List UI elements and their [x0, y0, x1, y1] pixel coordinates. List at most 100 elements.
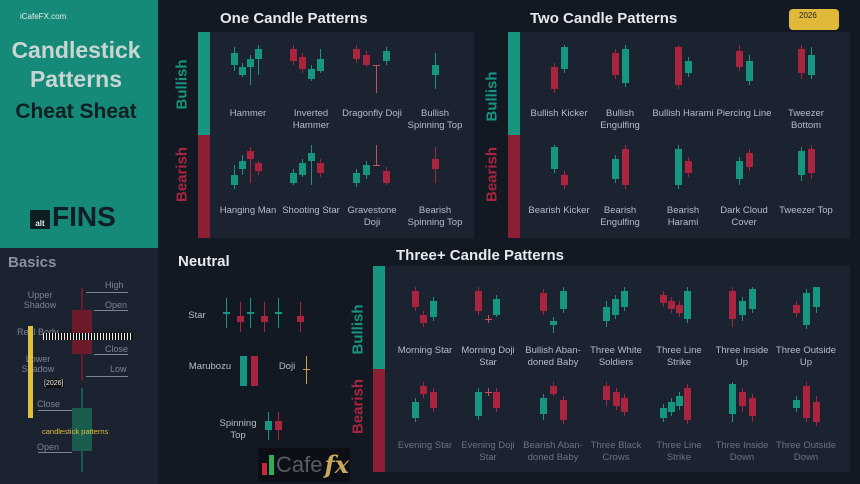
candle-body [299, 163, 306, 175]
pattern-label: Hammer [229, 108, 267, 119]
pattern-label: Bullish Spinning Top [407, 108, 463, 131]
pattern-label: Three Line Strike [656, 345, 702, 368]
pattern-label: Dark Cloud Cover [720, 205, 768, 228]
pattern-label: Tweezer Bottom [788, 108, 824, 131]
star-body [247, 312, 254, 314]
candle-body [739, 392, 746, 406]
caption: candlestick patterns [42, 427, 109, 436]
candle-body [420, 386, 427, 394]
basics-title: Basics [8, 254, 57, 271]
candle-body [746, 153, 753, 167]
candle-body [239, 161, 246, 169]
candle-body [729, 291, 736, 319]
bearish-label: Bearish [483, 146, 501, 203]
bearish-label: Bearish [173, 146, 191, 203]
pattern-label: Morning Doji Star [461, 345, 515, 368]
watermark-fx: fx [324, 450, 350, 479]
candle-body [493, 392, 500, 408]
pattern-label: Bullish Kicker [530, 108, 588, 119]
bear-body [72, 310, 92, 354]
candle-body [660, 295, 667, 303]
candle-body [430, 392, 437, 408]
candle-wick [250, 55, 251, 85]
pattern-label: Three Line Strike [656, 440, 702, 463]
doji-wick [306, 356, 307, 384]
pattern-label: Three Outside Down [775, 440, 837, 463]
candle-body [560, 291, 567, 309]
candle-body [540, 398, 547, 414]
label-close: Close [105, 344, 129, 354]
candle-body [675, 47, 682, 85]
pattern-label: Bullish Harami [652, 108, 714, 119]
label-close-bull: Close [37, 399, 61, 409]
pattern-label: Bullish Engulfing [600, 108, 640, 131]
doji-label: Doji [278, 361, 296, 372]
star-body [237, 316, 244, 322]
altfins-logo: alt FINS [30, 203, 116, 231]
candle-body [255, 163, 262, 171]
cafefx-watermark: Cafe fx [258, 448, 350, 482]
candle-body [685, 61, 692, 73]
spin-body [275, 421, 282, 430]
candle-body [247, 151, 254, 159]
candle-wick [311, 145, 312, 185]
pattern-label: Tweezer Top [779, 205, 833, 216]
low-line [86, 376, 128, 377]
bullish-bar [508, 32, 520, 135]
pattern-label: Gravestone Doji [347, 205, 397, 228]
pattern-label: Three White Soldiers [590, 345, 642, 368]
candle-body [432, 159, 439, 169]
candle-body [739, 301, 746, 315]
candle-body [675, 149, 682, 185]
bearish-bar [373, 369, 385, 472]
title-panel: iCafeFX.com Candlestick Patterns Cheat S… [0, 0, 158, 248]
bearish-bar [508, 135, 520, 238]
doji-body [485, 392, 492, 393]
doji-body [373, 65, 380, 66]
bull-body [72, 408, 92, 451]
candle-body [603, 307, 610, 321]
candle-body [612, 299, 619, 315]
zigzag-overlay [43, 333, 133, 340]
pattern-label: Bearish Harami [666, 205, 700, 228]
open-line-bull [38, 452, 72, 453]
label-lower-shadow: Lower Shadow [21, 354, 55, 374]
close-line [94, 354, 128, 355]
label-open: Open [105, 300, 128, 310]
label-real-body: Real Body [17, 327, 59, 337]
candle-body [317, 59, 324, 71]
candle-body [622, 149, 629, 185]
bullish-label: Bullish [483, 71, 501, 122]
candle-body [793, 400, 800, 408]
pattern-label: Bearish Aban-doned Baby [523, 440, 583, 463]
candle-body [308, 69, 315, 79]
year-tag: [2026] [43, 379, 65, 388]
watermark-red-bar [262, 463, 267, 475]
bullish-label: Bullish [173, 59, 191, 110]
candle-body [308, 153, 315, 161]
candle-body [808, 149, 815, 173]
pattern-label: Dragonfly Doji [342, 108, 402, 119]
label-low: Low [110, 364, 127, 374]
candle-body [736, 51, 743, 67]
pattern-label: Hanging Man [219, 205, 277, 216]
bullish-bar [198, 32, 210, 135]
three-candle-title: Three+ Candle Patterns [396, 247, 564, 264]
candle-body [247, 59, 254, 67]
candle-body [612, 159, 619, 179]
pattern-label: Evening Star [397, 440, 453, 451]
candle-body [493, 299, 500, 315]
candle-wick [258, 45, 259, 75]
main-title: Candlestick Patterns [11, 37, 141, 92]
candle-body [603, 386, 610, 400]
candle-body [383, 171, 390, 183]
candle-body [808, 55, 815, 75]
label-open-bull: Open [37, 442, 60, 452]
candle-body [420, 315, 427, 323]
two-candle-title: Two Candle Patterns [530, 10, 678, 27]
candle-body [676, 396, 683, 406]
basics-panel: Basics High Upper Shadow Open Real Body … [0, 248, 158, 484]
candle-body [749, 398, 756, 416]
candle-body [621, 398, 628, 412]
candle-body [231, 175, 238, 185]
